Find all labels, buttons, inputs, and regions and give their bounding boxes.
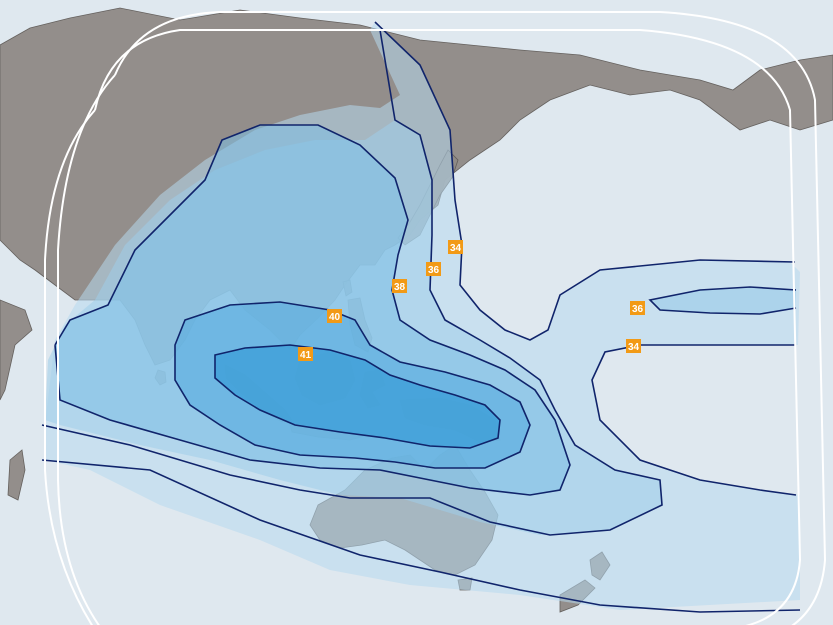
coverage-boundaries — [44, 11, 827, 625]
eirp-label-text: 36 — [632, 304, 644, 315]
contour-line-34 — [41, 459, 801, 613]
coverage-outline-outer-left — [57, 74, 116, 625]
zone-41 — [215, 345, 500, 448]
eirp-label-36-japan: 36 — [426, 262, 441, 276]
eirp-label-text: 40 — [329, 312, 341, 323]
madagascar — [7, 449, 26, 501]
eirp-label-box — [392, 279, 407, 293]
eirp-label-36-pacific: 36 — [630, 301, 645, 315]
eirp-label-text: 41 — [300, 350, 312, 361]
eirp-label-box — [626, 339, 641, 353]
eirp-label-41-indonesia: 41 — [298, 347, 313, 361]
coverage-outline-inner-left — [44, 109, 96, 625]
contour-line-36 — [41, 29, 663, 536]
eirp-label-34-pacific: 34 — [626, 339, 641, 353]
zone-36-pacific — [650, 287, 796, 314]
eirp-label-text: 36 — [428, 265, 440, 276]
eirp-labels: 34 36 38 40 41 36 — [298, 240, 645, 361]
contour-line-34-japan — [374, 21, 796, 341]
contour-line-36-pacific — [648, 286, 797, 315]
eirp-label-box — [630, 301, 645, 315]
eirp-label-38-japan: 38 — [392, 279, 407, 293]
eirp-zones — [45, 22, 800, 610]
eirp-label-box — [298, 347, 313, 361]
contour-line-38 — [54, 124, 571, 496]
contour-line-41 — [214, 344, 501, 449]
eirp-label-text: 38 — [394, 282, 406, 293]
eirp-label-text: 34 — [628, 342, 640, 353]
africa-coast — [0, 299, 33, 401]
eirp-label-40-philippines: 40 — [327, 309, 342, 323]
eirp-label-box — [448, 240, 463, 254]
contour-line-40 — [174, 301, 531, 469]
eirp-label-box — [426, 262, 441, 276]
coverage-outline-outer — [114, 11, 827, 625]
eirp-label-box — [327, 309, 342, 323]
eirp-contours — [41, 21, 801, 613]
eirp-label-34-japan: 34 — [448, 240, 463, 254]
eirp-label-text: 34 — [450, 243, 462, 254]
